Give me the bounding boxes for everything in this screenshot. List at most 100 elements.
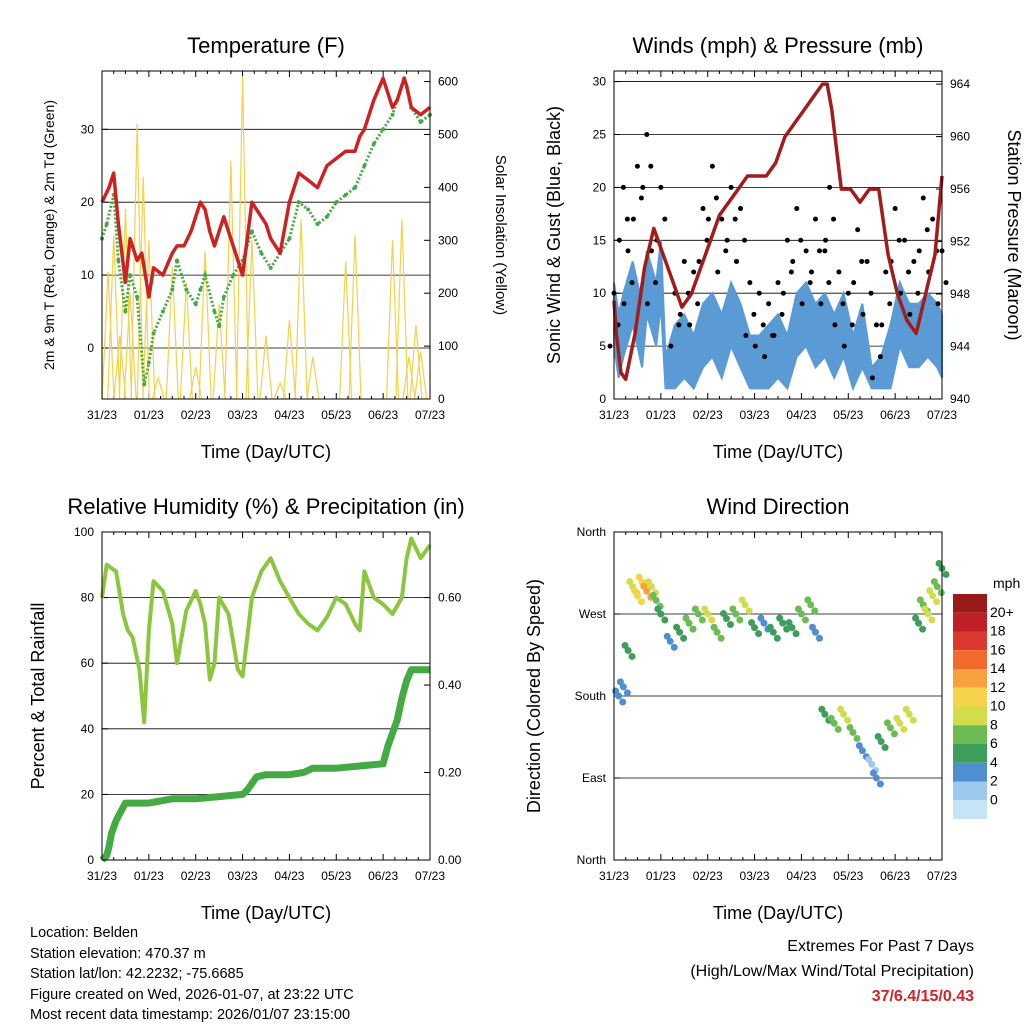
y-tick-label: West xyxy=(579,607,607,621)
y-tick-label-right: 0 xyxy=(438,392,445,406)
x-tick-label: 07/23 xyxy=(415,869,445,883)
solar-mark xyxy=(165,266,179,400)
dewpoint-point xyxy=(193,302,198,307)
x-tick-label: 06/23 xyxy=(880,408,910,422)
direction-point xyxy=(846,723,854,731)
x-tick-label: 31/23 xyxy=(599,408,629,422)
humidity-line xyxy=(100,536,432,725)
gust-point xyxy=(780,290,786,296)
direction-point xyxy=(890,730,898,738)
gust-point xyxy=(860,311,866,317)
y-axis-label-right: Station Pressure (Maroon) xyxy=(1004,129,1024,340)
direction-point xyxy=(792,630,800,638)
direction-point xyxy=(876,780,884,788)
dewpoint-point xyxy=(123,309,128,314)
x-tick-label: 31/23 xyxy=(87,869,117,883)
gust-point xyxy=(840,301,846,307)
direction-point xyxy=(942,570,950,578)
plot-frame xyxy=(613,70,943,400)
direction-point xyxy=(883,719,891,727)
dewpoint-point xyxy=(146,360,151,365)
y-tick-label-right: 0.00 xyxy=(438,853,462,867)
gust-point xyxy=(859,258,865,264)
colorbar-swatch xyxy=(953,744,987,763)
direction-point xyxy=(708,616,716,624)
direction-point xyxy=(745,607,753,615)
figure-created: Figure created on Wed, 2026-01-07, at 23… xyxy=(30,986,354,1003)
solar-mark xyxy=(224,160,238,400)
direction-point xyxy=(701,605,709,613)
direction-point xyxy=(682,614,690,622)
direction-point xyxy=(689,625,697,633)
direction-point xyxy=(635,573,643,581)
dewpoint-point xyxy=(217,324,222,329)
gust-point xyxy=(766,301,772,307)
solar-mark xyxy=(348,234,362,400)
y-tick-label: 80 xyxy=(81,591,95,605)
y-tick-label: 40 xyxy=(81,722,95,736)
direction-point xyxy=(670,643,678,651)
direction-point xyxy=(916,596,924,604)
y-axis-label-right: Solar Insolation (Yellow) xyxy=(492,155,509,315)
gust-point xyxy=(620,184,626,190)
gust-point xyxy=(864,258,870,264)
gust-point xyxy=(892,206,898,212)
direction-point xyxy=(853,734,861,742)
direction-point xyxy=(804,596,812,604)
colorbar-label: 10 xyxy=(990,698,1006,714)
gust-point xyxy=(762,354,768,360)
x-tick-label: 01/23 xyxy=(646,869,676,883)
gust-point xyxy=(794,206,800,212)
x-tick-label: 07/23 xyxy=(415,408,445,422)
gust-point xyxy=(676,322,682,328)
dewpoint-point xyxy=(390,112,395,117)
y-tick-label: 0 xyxy=(87,341,94,355)
direction-point xyxy=(621,641,629,649)
solar-mark xyxy=(212,303,226,400)
direction-point xyxy=(881,744,889,752)
dewpoint-point xyxy=(212,309,217,314)
direction-point xyxy=(808,623,816,631)
gust-point xyxy=(719,216,725,222)
gust-point xyxy=(732,216,738,222)
dewpoint-point xyxy=(381,127,386,132)
dewpoint-point xyxy=(249,229,254,234)
dewpoint-point xyxy=(142,382,147,387)
y-tick-label: South xyxy=(575,689,606,703)
direction-point xyxy=(719,610,727,618)
direction-point xyxy=(766,623,774,631)
dewpoint-point xyxy=(151,331,156,336)
panel-title: Wind Direction xyxy=(706,494,849,519)
gust-point xyxy=(869,375,875,381)
y-tick-label: 0 xyxy=(599,392,606,406)
x-tick-label: 04/23 xyxy=(786,869,816,883)
solar-mark xyxy=(414,351,428,400)
gust-point xyxy=(709,163,715,169)
direction-point xyxy=(736,616,744,624)
gust-point xyxy=(883,269,889,275)
temperature-line xyxy=(100,76,432,299)
gust-point xyxy=(849,322,855,328)
gust-point xyxy=(630,216,636,222)
dewpoint-point xyxy=(203,273,208,278)
y-tick-label: 20 xyxy=(81,195,95,209)
gust-point xyxy=(723,248,729,254)
direction-point xyxy=(902,705,910,713)
gust-point xyxy=(625,248,631,254)
panel-1: Temperature (F) Time (Day/UTC) 2m & 9m T (… xyxy=(41,33,509,462)
direction-point xyxy=(630,587,638,595)
dewpoint-point xyxy=(184,287,189,292)
y-tick-label-right: 0.60 xyxy=(438,591,462,605)
y-tick-label: 25 xyxy=(593,127,607,141)
gust-point xyxy=(879,322,885,328)
colorbar: mph 20+ 18 16 14 12 10 8 6 4 2 0 xyxy=(953,575,1020,819)
gust-point xyxy=(851,280,857,286)
gust-point xyxy=(930,216,936,222)
direction-point xyxy=(726,621,734,629)
y-tick-label: 20 xyxy=(81,787,95,801)
direction-point xyxy=(680,634,688,642)
gust-point xyxy=(836,269,842,275)
direction-point xyxy=(811,607,819,615)
gust-point xyxy=(873,322,879,328)
gust-point xyxy=(662,216,668,222)
